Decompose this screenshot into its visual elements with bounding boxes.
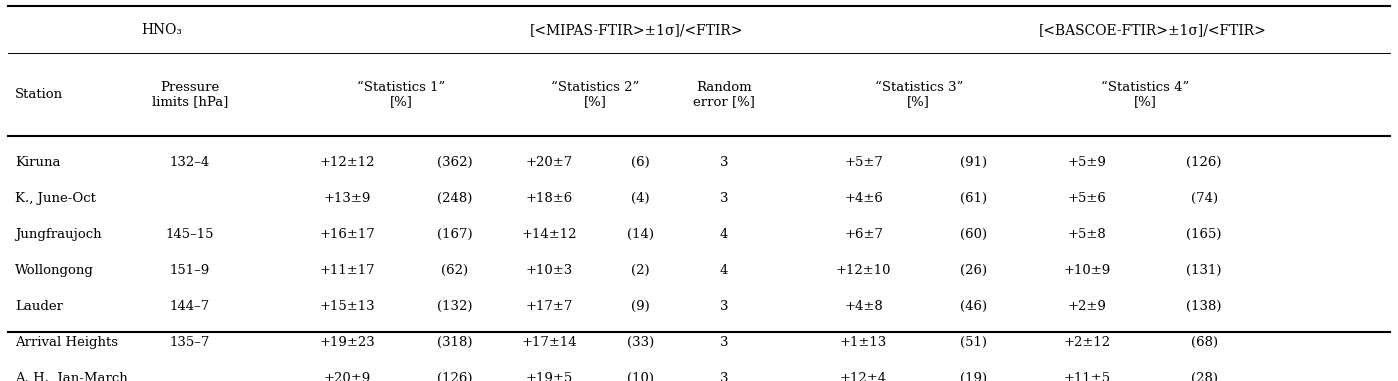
- Text: (165): (165): [1187, 228, 1222, 241]
- Text: 144–7: 144–7: [169, 300, 210, 313]
- Text: +5±8: +5±8: [1068, 228, 1106, 241]
- Text: (318): (318): [438, 336, 473, 349]
- Text: +5±7: +5±7: [844, 156, 884, 169]
- Text: (68): (68): [1191, 336, 1218, 349]
- Text: (4): (4): [630, 192, 650, 205]
- Text: 145–15: 145–15: [165, 228, 214, 241]
- Text: [<BASCOE-FTIR>±1σ]/<FTIR>: [<BASCOE-FTIR>±1σ]/<FTIR>: [1039, 22, 1267, 37]
- Text: (131): (131): [1187, 264, 1222, 277]
- Text: +16±17: +16±17: [320, 228, 375, 241]
- Text: (362): (362): [438, 156, 473, 169]
- Text: +17±7: +17±7: [526, 300, 573, 313]
- Text: “Statistics 1”
[%]: “Statistics 1” [%]: [356, 80, 445, 109]
- Text: +10±9: +10±9: [1064, 264, 1110, 277]
- Text: (167): (167): [438, 228, 473, 241]
- Text: +10±3: +10±3: [526, 264, 573, 277]
- Text: (62): (62): [442, 264, 468, 277]
- Text: +14±12: +14±12: [521, 228, 577, 241]
- Text: (46): (46): [960, 300, 987, 313]
- Text: (28): (28): [1191, 372, 1218, 381]
- Text: 151–9: 151–9: [169, 264, 210, 277]
- Text: +12±4: +12±4: [840, 372, 888, 381]
- Text: +13±9: +13±9: [324, 192, 370, 205]
- Text: 132–4: 132–4: [169, 156, 210, 169]
- Text: +20±7: +20±7: [526, 156, 573, 169]
- Text: Random
error [%]: Random error [%]: [693, 80, 755, 109]
- Text: “Statistics 2”
[%]: “Statistics 2” [%]: [551, 80, 639, 109]
- Text: +19±23: +19±23: [320, 336, 375, 349]
- Text: (74): (74): [1191, 192, 1218, 205]
- Text: +6±7: +6±7: [844, 228, 884, 241]
- Text: Kiruna: Kiruna: [15, 156, 62, 169]
- Text: [<MIPAS-FTIR>±1σ]/<FTIR>: [<MIPAS-FTIR>±1σ]/<FTIR>: [530, 22, 742, 37]
- Text: Station: Station: [15, 88, 63, 101]
- Text: 3: 3: [720, 336, 728, 349]
- Text: (6): (6): [630, 156, 650, 169]
- Text: (91): (91): [960, 156, 987, 169]
- Text: +19±5: +19±5: [526, 372, 573, 381]
- Text: +20±9: +20±9: [324, 372, 370, 381]
- Text: +1±13: +1±13: [840, 336, 888, 349]
- Text: +2±12: +2±12: [1064, 336, 1110, 349]
- Text: +5±9: +5±9: [1068, 156, 1106, 169]
- Text: (9): (9): [630, 300, 650, 313]
- Text: +15±13: +15±13: [320, 300, 375, 313]
- Text: 135–7: 135–7: [169, 336, 210, 349]
- Text: +11±5: +11±5: [1064, 372, 1110, 381]
- Text: (126): (126): [438, 372, 473, 381]
- Text: 4: 4: [720, 264, 728, 277]
- Text: 3: 3: [720, 300, 728, 313]
- Text: 3: 3: [720, 156, 728, 169]
- Text: HNO₃: HNO₃: [141, 22, 182, 37]
- Text: (26): (26): [960, 264, 987, 277]
- Text: “Statistics 3”
[%]: “Statistics 3” [%]: [875, 80, 963, 109]
- Text: Pressure
limits [hPa]: Pressure limits [hPa]: [151, 80, 228, 109]
- Text: Lauder: Lauder: [15, 300, 63, 313]
- Text: Wollongong: Wollongong: [15, 264, 94, 277]
- Text: (138): (138): [1187, 300, 1222, 313]
- Text: (126): (126): [1187, 156, 1222, 169]
- Text: +12±10: +12±10: [836, 264, 892, 277]
- Text: +2±9: +2±9: [1068, 300, 1106, 313]
- Text: +12±12: +12±12: [320, 156, 375, 169]
- Text: (248): (248): [438, 192, 473, 205]
- Text: (33): (33): [626, 336, 654, 349]
- Text: (132): (132): [438, 300, 473, 313]
- Text: +17±14: +17±14: [521, 336, 577, 349]
- Text: +4±6: +4±6: [844, 192, 884, 205]
- Text: “Statistics 4”
[%]: “Statistics 4” [%]: [1102, 80, 1190, 109]
- Text: (51): (51): [960, 336, 987, 349]
- Text: 3: 3: [720, 192, 728, 205]
- Text: (14): (14): [626, 228, 654, 241]
- Text: Arrival Heights: Arrival Heights: [15, 336, 119, 349]
- Text: +18±6: +18±6: [526, 192, 573, 205]
- Text: Jungfraujoch: Jungfraujoch: [15, 228, 102, 241]
- Text: (61): (61): [960, 192, 987, 205]
- Text: (2): (2): [630, 264, 650, 277]
- Text: (19): (19): [960, 372, 987, 381]
- Text: K., June-Oct: K., June-Oct: [15, 192, 96, 205]
- Text: 4: 4: [720, 228, 728, 241]
- Text: +4±8: +4±8: [844, 300, 884, 313]
- Text: (60): (60): [960, 228, 987, 241]
- Text: +11±17: +11±17: [320, 264, 375, 277]
- Text: 3: 3: [720, 372, 728, 381]
- Text: +5±6: +5±6: [1068, 192, 1106, 205]
- Text: A. H., Jan-March: A. H., Jan-March: [15, 372, 129, 381]
- Text: (10): (10): [626, 372, 654, 381]
